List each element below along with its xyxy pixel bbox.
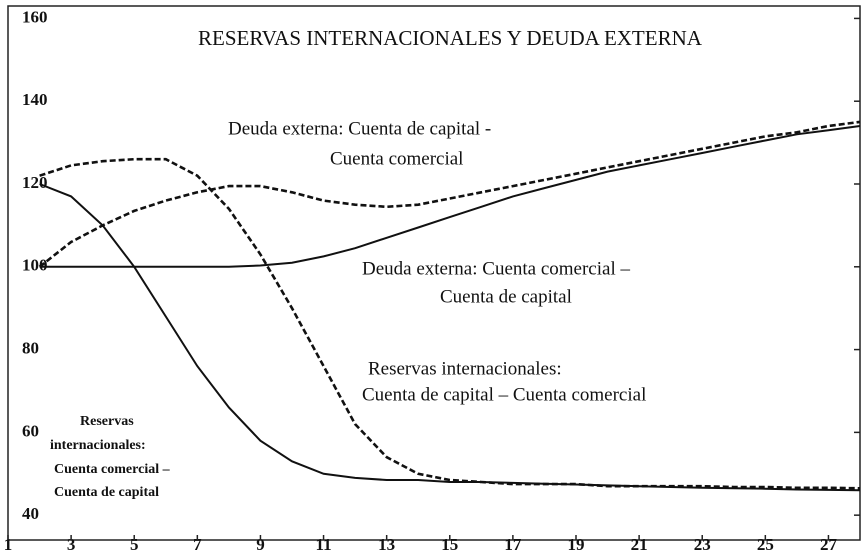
series-line — [39, 183, 861, 492]
x-tick-label: 5 — [130, 535, 139, 552]
x-tick-label: 3 — [67, 535, 76, 552]
x-tick-label: 17 — [504, 535, 522, 552]
series-label: Cuenta de capital — [440, 286, 572, 307]
plot-frame — [7, 5, 861, 541]
x-tick-label: 9 — [256, 535, 265, 552]
series-label: Cuenta de capital — [54, 485, 159, 500]
series-label: Cuenta comercial – — [54, 462, 171, 477]
x-tick-label: 7 — [193, 535, 202, 552]
series-label: Reservas — [80, 414, 134, 429]
series-line — [38, 120, 861, 268]
y-tick-label: 40 — [22, 504, 39, 523]
series-label: Cuenta de capital – Cuenta comercial — [362, 384, 646, 405]
x-tick-label: 13 — [378, 535, 395, 552]
series-label: Deuda externa: Cuenta comercial – — [362, 258, 630, 279]
series-label: Cuenta comercial — [330, 148, 463, 169]
x-tick-label: 11 — [316, 535, 332, 552]
y-tick-label: 100 — [22, 256, 48, 275]
series-label: Deuda externa: Cuenta de capital - — [228, 118, 491, 139]
y-tick-label: 60 — [22, 421, 39, 440]
y-tick-label: 160 — [22, 7, 48, 26]
x-tick-label: 21 — [631, 535, 648, 552]
y-tick-label: 120 — [22, 173, 48, 192]
y-tick-label: 80 — [22, 338, 39, 357]
series-label: internacionales: — [50, 438, 146, 453]
x-tick-label: 1 — [4, 535, 13, 552]
x-tick-label: 23 — [694, 535, 711, 552]
series-line — [39, 125, 861, 268]
series-line — [39, 157, 861, 490]
x-tick-label: 27 — [820, 535, 838, 552]
series-label: Reservas internacionales: — [368, 358, 562, 379]
x-tick-label: 25 — [757, 535, 774, 552]
x-tick-label: 15 — [441, 535, 458, 552]
y-tick-label: 140 — [22, 90, 48, 109]
chart-title: RESERVAS INTERNACIONALES Y DEUDA EXTERNA — [198, 26, 703, 50]
x-tick-label: 19 — [568, 535, 585, 552]
